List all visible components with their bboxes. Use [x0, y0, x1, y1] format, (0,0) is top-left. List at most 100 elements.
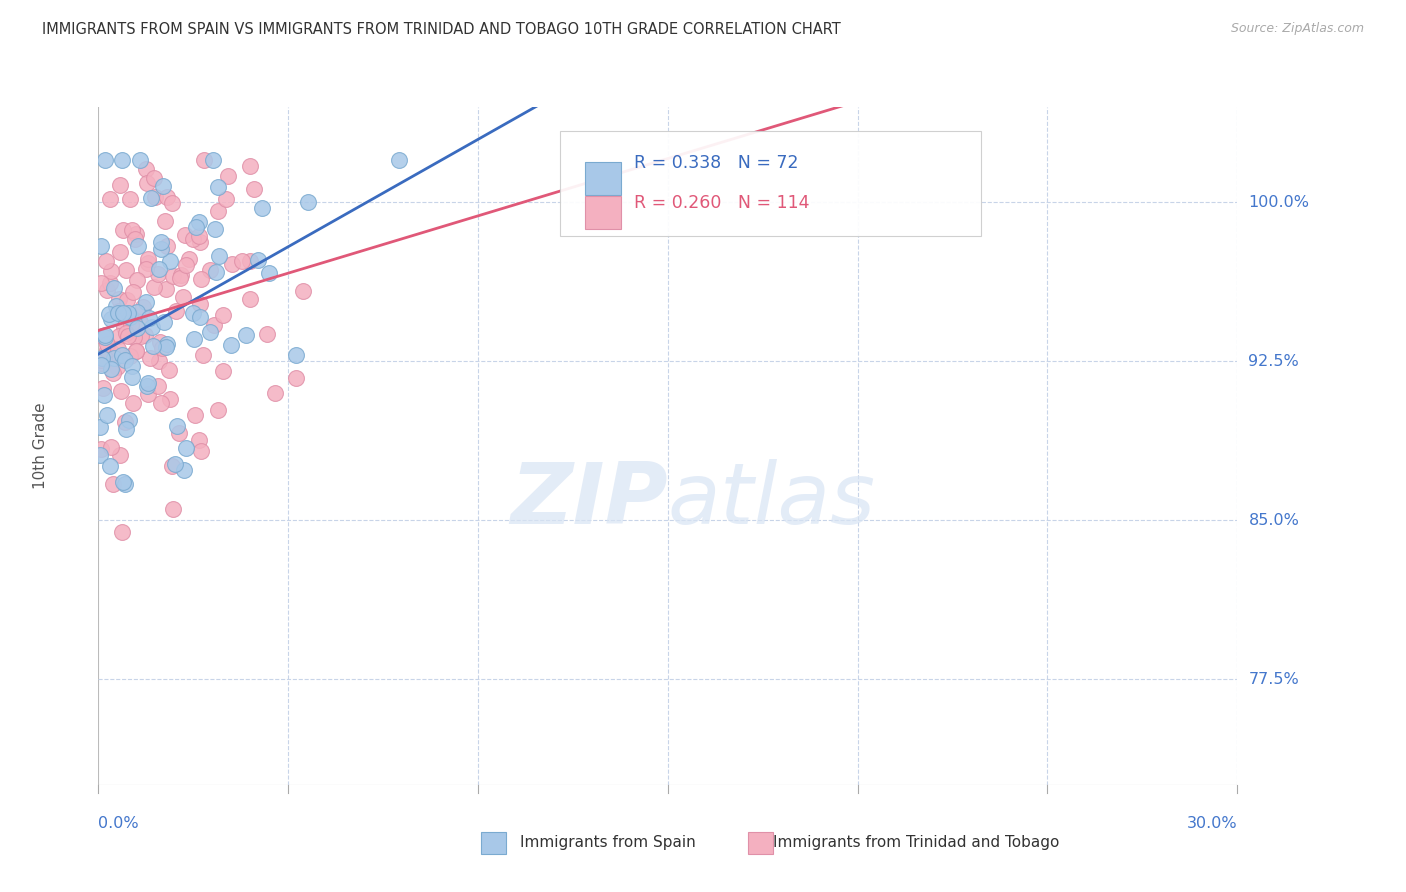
Point	[152, 178, 174, 193]
Point	[188, 228, 211, 243]
Point	[193, 153, 215, 167]
Point	[117, 293, 139, 308]
Point	[97, 307, 120, 321]
Point	[125, 343, 148, 358]
Text: 30.0%: 30.0%	[1187, 815, 1237, 830]
Text: R = 0.260   N = 114: R = 0.260 N = 114	[634, 194, 810, 212]
Point	[205, 265, 228, 279]
Point	[103, 351, 125, 365]
Point	[111, 222, 134, 236]
Point	[201, 153, 224, 167]
Text: 10th Grade: 10th Grade	[32, 402, 48, 490]
Point	[183, 332, 205, 346]
Text: 100.0%: 100.0%	[1249, 194, 1309, 210]
Point	[159, 392, 181, 406]
Point	[198, 263, 221, 277]
Bar	[748, 832, 773, 854]
Point	[149, 235, 172, 249]
Point	[107, 342, 129, 356]
Point	[115, 326, 138, 340]
Point	[143, 279, 166, 293]
Point	[115, 422, 138, 436]
Point	[387, 153, 409, 167]
Point	[141, 320, 163, 334]
Point	[94, 330, 117, 344]
Point	[202, 318, 225, 333]
Point	[257, 266, 280, 280]
Point	[174, 441, 197, 455]
Point	[191, 348, 214, 362]
Point	[89, 449, 111, 463]
Point	[207, 180, 229, 194]
Point	[136, 379, 159, 393]
Text: Immigrants from Spain: Immigrants from Spain	[520, 836, 696, 850]
Point	[143, 189, 166, 203]
Point	[160, 459, 183, 474]
Point	[142, 338, 165, 352]
Point	[204, 222, 226, 236]
Point	[121, 369, 143, 384]
Point	[187, 434, 209, 448]
Point	[117, 328, 139, 343]
Point	[100, 312, 122, 326]
Point	[114, 352, 136, 367]
Point	[105, 359, 128, 374]
Point	[108, 304, 131, 318]
Point	[107, 306, 129, 320]
Point	[190, 235, 212, 250]
Point	[107, 292, 129, 306]
Point	[93, 351, 115, 365]
Point	[112, 306, 135, 320]
Point	[111, 524, 134, 539]
Point	[235, 327, 257, 342]
Point	[138, 351, 160, 365]
Point	[165, 304, 187, 318]
Point	[103, 281, 125, 295]
Point	[183, 232, 205, 246]
Point	[138, 311, 160, 326]
Point	[96, 254, 118, 268]
Point	[170, 268, 193, 283]
Point	[96, 408, 118, 422]
Point	[136, 252, 159, 267]
Text: atlas: atlas	[668, 458, 876, 541]
Point	[159, 363, 181, 377]
Point	[100, 362, 122, 376]
FancyBboxPatch shape	[560, 131, 981, 235]
Point	[117, 305, 139, 319]
Point	[129, 329, 152, 343]
Point	[90, 239, 112, 253]
Point	[96, 336, 118, 351]
Text: IMMIGRANTS FROM SPAIN VS IMMIGRANTS FROM TRINIDAD AND TOBAGO 10TH GRADE CORRELAT: IMMIGRANTS FROM SPAIN VS IMMIGRANTS FROM…	[42, 22, 841, 37]
Point	[96, 283, 118, 297]
Point	[129, 153, 152, 167]
Point	[114, 263, 136, 277]
Point	[174, 258, 197, 272]
Point	[150, 342, 173, 356]
Point	[284, 348, 307, 362]
Text: ZIP: ZIP	[510, 458, 668, 541]
Point	[134, 327, 156, 342]
Point	[139, 192, 162, 206]
Point	[127, 239, 149, 253]
Point	[90, 442, 112, 457]
Point	[167, 426, 190, 441]
Point	[217, 169, 239, 183]
Point	[91, 381, 114, 395]
Point	[153, 214, 176, 228]
Point	[246, 253, 269, 268]
Point	[173, 462, 195, 476]
Point	[90, 276, 112, 290]
Bar	[481, 832, 506, 854]
Point	[121, 285, 143, 300]
Point	[188, 310, 211, 325]
Point	[111, 475, 134, 489]
Point	[188, 297, 211, 311]
Point	[100, 192, 122, 206]
Point	[108, 448, 131, 462]
Point	[101, 366, 124, 380]
Point	[121, 222, 143, 236]
Point	[101, 345, 124, 359]
Point	[174, 228, 197, 243]
Point	[120, 310, 142, 325]
